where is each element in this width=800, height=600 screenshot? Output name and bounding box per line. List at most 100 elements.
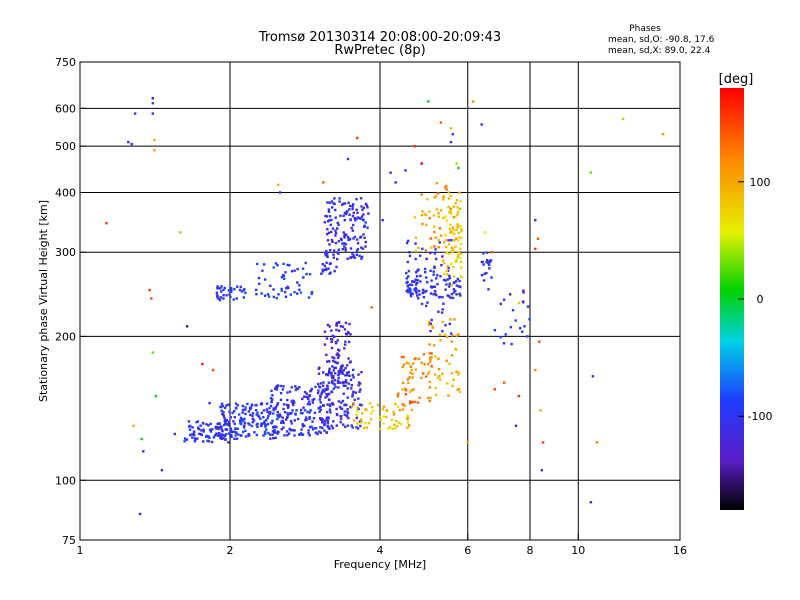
data-point — [589, 171, 593, 174]
data-point — [493, 328, 497, 332]
data-point — [341, 325, 345, 328]
data-point — [236, 427, 239, 430]
data-point — [216, 296, 219, 299]
data-point — [308, 416, 311, 419]
data-point — [279, 392, 283, 395]
data-point — [197, 428, 201, 431]
data-point — [430, 286, 434, 289]
data-point — [310, 425, 313, 428]
data-point — [452, 378, 455, 381]
data-point — [279, 384, 282, 388]
data-point — [414, 249, 417, 253]
data-point — [241, 408, 245, 412]
data-point — [150, 297, 153, 300]
data-point — [423, 290, 426, 294]
data-point — [325, 337, 329, 340]
data-point — [326, 239, 330, 242]
data-point — [264, 278, 267, 281]
data-point — [395, 419, 398, 423]
data-point — [457, 253, 460, 257]
data-point — [241, 430, 245, 434]
data-point — [407, 275, 410, 278]
data-point — [318, 430, 321, 433]
data-point — [225, 419, 228, 422]
data-point — [328, 408, 332, 411]
data-point — [457, 239, 460, 242]
data-point — [421, 222, 424, 226]
data-point — [221, 405, 224, 408]
data-point — [428, 360, 432, 363]
data-point — [459, 200, 462, 203]
colorbar-label: [deg] — [719, 72, 754, 87]
data-point — [444, 186, 447, 189]
data-point — [274, 405, 278, 409]
data-point — [290, 400, 293, 403]
data-point — [445, 184, 448, 188]
data-point — [455, 284, 459, 287]
data-point — [240, 419, 243, 423]
data-point — [445, 219, 448, 222]
data-point — [328, 367, 331, 370]
data-point — [196, 437, 199, 440]
data-point — [343, 245, 346, 248]
data-point — [329, 403, 332, 407]
data-point — [514, 424, 518, 427]
data-point — [300, 428, 303, 431]
data-point — [293, 401, 296, 404]
chart-title: Tromsø 20130314 20:08:00-20:09:43 — [258, 30, 501, 45]
data-point — [405, 289, 409, 293]
data-point — [409, 365, 412, 368]
data-point — [216, 285, 219, 288]
data-point — [441, 255, 444, 258]
data-point — [242, 419, 245, 423]
data-point — [331, 401, 334, 405]
data-point — [420, 302, 424, 306]
data-point — [132, 424, 135, 427]
data-point — [437, 357, 440, 360]
data-point — [417, 246, 420, 250]
data-point — [334, 385, 337, 389]
data-point — [317, 382, 320, 386]
data-point — [437, 239, 440, 242]
data-point — [331, 338, 334, 341]
data-point — [333, 335, 336, 338]
grid-lines — [80, 62, 680, 540]
data-point — [331, 240, 334, 243]
data-point — [216, 287, 219, 290]
data-point — [450, 212, 453, 215]
data-point — [357, 373, 360, 376]
data-point — [390, 418, 394, 422]
data-point — [366, 206, 369, 209]
data-point — [311, 401, 314, 404]
data-point — [503, 381, 506, 384]
data-point — [382, 422, 385, 425]
data-point — [207, 435, 210, 438]
data-point — [450, 292, 454, 296]
data-point — [326, 373, 330, 377]
data-point — [208, 401, 211, 405]
data-point — [487, 263, 491, 267]
data-point — [223, 417, 226, 420]
data-point — [448, 274, 451, 278]
data-point — [356, 427, 360, 430]
data-point — [308, 426, 312, 429]
data-point — [436, 376, 440, 379]
data-point — [327, 208, 331, 211]
data-point — [425, 257, 428, 260]
data-point — [326, 422, 330, 425]
data-point — [352, 211, 355, 215]
data-point — [343, 413, 346, 416]
data-point — [471, 100, 475, 103]
data-point — [327, 210, 331, 213]
data-point — [456, 213, 459, 216]
data-point — [334, 229, 337, 232]
data-point — [349, 247, 353, 250]
data-point — [456, 293, 460, 296]
data-point — [303, 424, 306, 427]
data-point — [151, 351, 154, 354]
data-point — [230, 288, 233, 291]
data-point — [430, 318, 433, 322]
data-point — [434, 355, 437, 358]
y-tick-label: 300 — [55, 246, 76, 259]
